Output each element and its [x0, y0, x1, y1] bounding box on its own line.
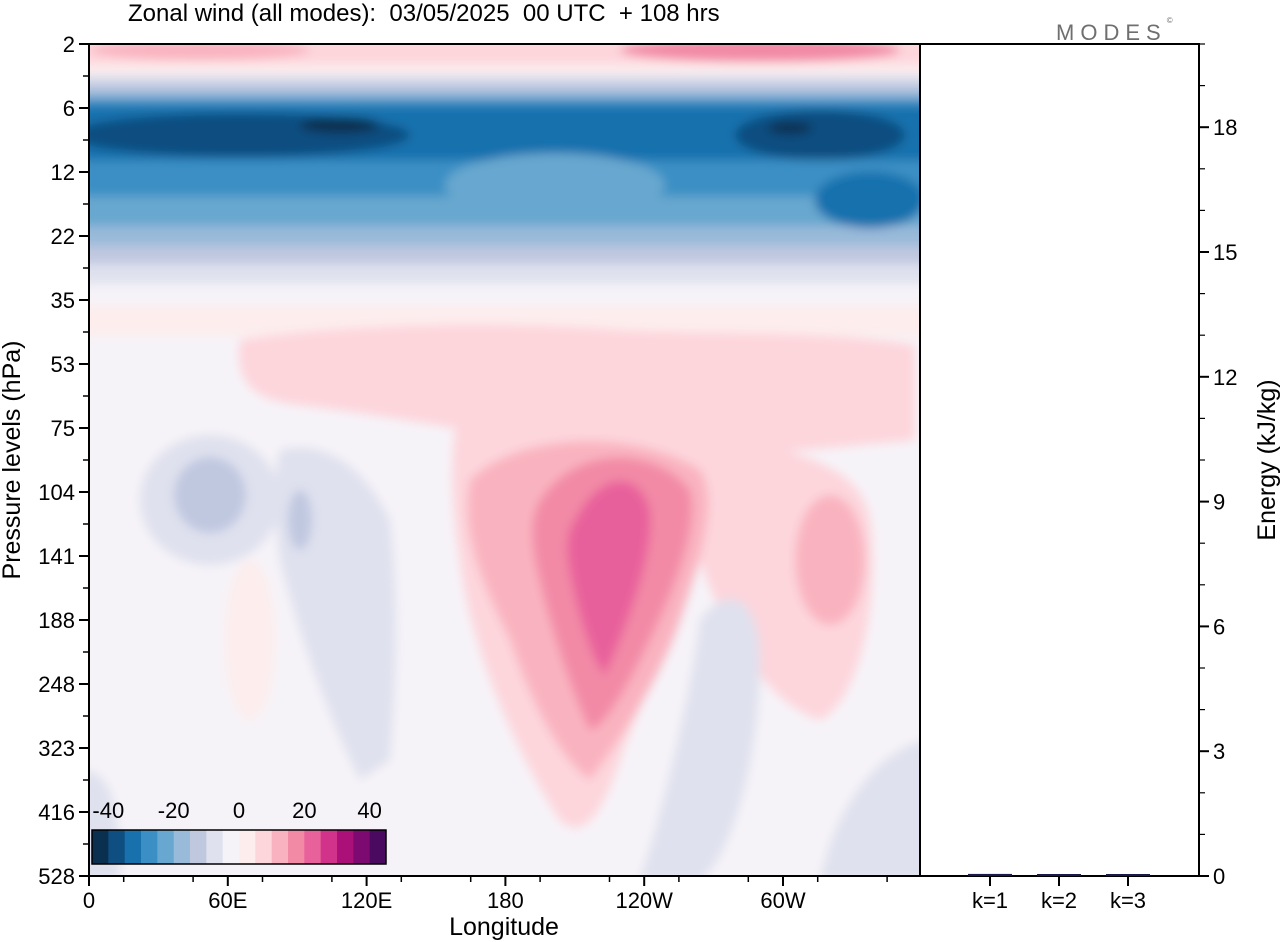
colorbar-label: 0: [233, 798, 245, 823]
y-tick-label: 323: [38, 736, 75, 761]
colorbar-swatch: [369, 830, 387, 864]
colorbar-swatch: [190, 830, 207, 864]
y-tick-label: 188: [38, 608, 75, 633]
field-easterly-band-f: [89, 264, 920, 286]
field-easterly-min-2: [768, 122, 812, 134]
field-grey-center-core: [288, 490, 312, 550]
energy-bar: [1106, 874, 1150, 876]
energy-cat-label: k=1: [972, 888, 1008, 913]
energy-tick-label: 18: [1213, 115, 1237, 140]
energy-tick-label: 9: [1213, 490, 1225, 515]
x-tick-label: 60W: [760, 888, 805, 913]
colorbar: -40 -20 0 20 40: [91, 798, 387, 865]
wind-field: [89, 44, 920, 876]
energy-cat-label: k=2: [1041, 888, 1077, 913]
y-tick-label: 141: [38, 544, 75, 569]
colorbar-swatch: [353, 830, 371, 864]
field-easterly-east-lobe: [815, 172, 920, 228]
field-grey-east: [641, 599, 760, 876]
colorbar-swatch: [304, 830, 322, 864]
logo-mark: ©: [1166, 16, 1173, 25]
field-top-westerlies-core: [620, 44, 900, 62]
colorbar-swatch: [271, 830, 289, 864]
field-jet-core: [567, 481, 651, 675]
field-top-transition: [89, 64, 920, 76]
field-lower-strat-westerlies: [239, 324, 916, 460]
field-easterly-edge-4: [89, 98, 920, 108]
field-grey-west-core: [174, 457, 246, 533]
logo-text: MODES: [1056, 20, 1167, 45]
colorbar-swatch: [124, 830, 142, 864]
energy-bar: [1037, 874, 1081, 876]
y-tick-label: 53: [51, 352, 75, 377]
energy-tick-label: 6: [1213, 614, 1225, 639]
energy-bar: [968, 873, 1012, 876]
field-easterly-band-g: [89, 284, 920, 308]
y-tick-label: 22: [51, 224, 75, 249]
energy-frame: [919, 43, 1200, 877]
field-east-jet-patch: [795, 495, 865, 625]
field-easterly-edge-1: [89, 74, 920, 84]
energy-axis-title: Energy (kJ/kg): [1253, 379, 1280, 540]
x-tick-label: 60E: [208, 888, 247, 913]
x-axis-title: Longitude: [449, 913, 559, 941]
y-tick-label: 528: [38, 864, 75, 889]
energy-tick-label: 3: [1213, 739, 1225, 764]
field-easterly-band-d: [89, 226, 920, 248]
colorbar-swatch: [92, 830, 109, 864]
colorbar-swatch: [173, 830, 191, 864]
colorbar-swatch: [222, 830, 240, 864]
colorbar-label: -40: [92, 798, 124, 823]
field-easterly-core-east: [735, 110, 905, 160]
colorbar-swatch: [337, 830, 354, 864]
field-easterly-edge-2: [89, 82, 920, 92]
x-tick-label: 0: [83, 888, 95, 913]
energy-tick-label: 15: [1213, 240, 1237, 265]
colorbar-label: 40: [357, 798, 381, 823]
energy-panel: [919, 43, 1200, 877]
field-top-westerlies-patch: [90, 44, 310, 60]
colorbar-swatch: [239, 830, 256, 864]
colorbar-swatch: [288, 830, 305, 864]
colorbar-swatch: [141, 830, 158, 864]
colorbar-swatch: [108, 830, 126, 864]
energy-cat-label: k=3: [1110, 888, 1146, 913]
energy-bars: [968, 873, 1150, 876]
chart-title: Zonal wind (all modes): 03/05/2025 00 UT…: [128, 0, 720, 27]
y-tick-label: 248: [38, 672, 75, 697]
y-tick-label: 35: [51, 288, 75, 313]
y-tick-label: 6: [63, 96, 75, 121]
y-tick-label: 416: [38, 800, 75, 825]
field-easterly-weak-mid: [445, 153, 665, 217]
energy-tick-label: 12: [1213, 365, 1237, 390]
y-tick-label: 75: [51, 416, 75, 441]
colorbar-swatch: [157, 830, 175, 864]
y-tick-label: 2: [63, 32, 75, 57]
field-grey-far-east: [821, 741, 920, 876]
field-easterly-band-e: [89, 246, 920, 266]
colorbar-label: -20: [158, 798, 190, 823]
x-tick-label: 120W: [615, 888, 673, 913]
colorbar-label: 20: [292, 798, 316, 823]
field-easterly-edge-3: [89, 90, 920, 100]
x-tick-label: 120E: [341, 888, 392, 913]
colorbar-swatch: [206, 830, 224, 864]
colorbar-frame: [91, 829, 387, 865]
axes: 0 60E 120E 180 120W 60W2612223553751041411882…: [38, 32, 1237, 913]
colorbar-swatch: [255, 830, 273, 864]
modes-logo: MODES©: [1056, 16, 1173, 46]
y-axis-title: Pressure levels (hPa): [0, 341, 26, 580]
energy-tick-label: 0: [1213, 864, 1225, 889]
colorbar-swatch: [320, 830, 338, 864]
heatmap-panel: [88, 43, 921, 877]
field-easterly-min-1: [300, 117, 380, 133]
field-light-pink-strip: [225, 560, 275, 720]
y-tick-label: 104: [38, 480, 75, 505]
y-tick-label: 12: [51, 160, 75, 185]
x-tick-label: 180: [487, 888, 524, 913]
